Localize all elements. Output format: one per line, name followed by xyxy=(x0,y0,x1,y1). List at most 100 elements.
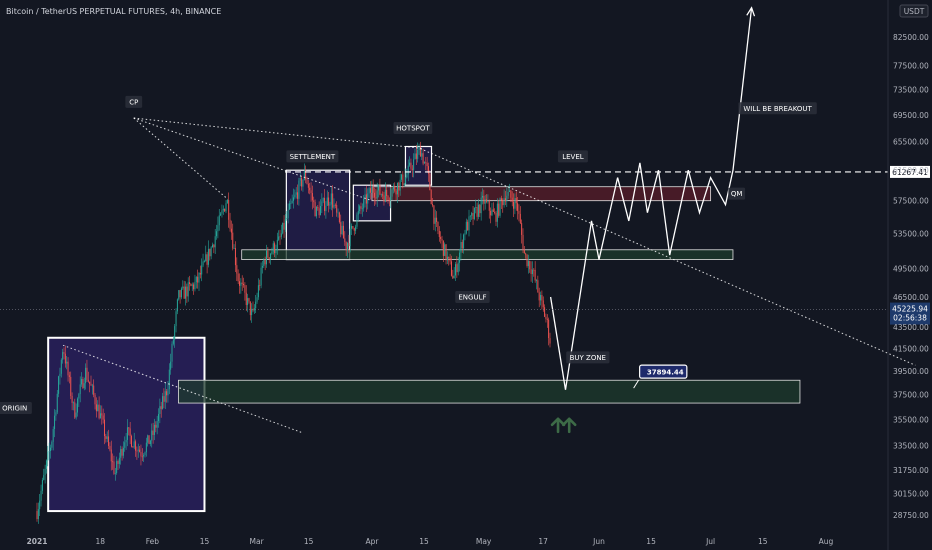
candle-body xyxy=(89,381,91,384)
candle-body xyxy=(441,238,443,241)
candle-body xyxy=(43,475,45,480)
candle-body xyxy=(179,290,181,298)
candle-body xyxy=(268,257,270,259)
currency-badge[interactable] xyxy=(899,4,929,18)
candle-body xyxy=(320,206,321,216)
candle-body xyxy=(228,199,230,220)
candle-body xyxy=(419,146,421,157)
candle-body xyxy=(140,451,142,457)
time-tick-label: 15 xyxy=(200,537,210,546)
candle-body xyxy=(155,424,157,428)
candle-body xyxy=(378,185,380,191)
candle-body xyxy=(401,174,402,180)
candle-body xyxy=(475,207,477,208)
candle-body xyxy=(77,398,78,413)
annotation-label-box[interactable] xyxy=(125,95,143,108)
candle-body xyxy=(82,378,84,389)
candle-body xyxy=(302,179,304,187)
price-tick-label: 35500.00 xyxy=(893,415,929,424)
candle-body xyxy=(365,194,367,204)
time-tick-label: Jul xyxy=(705,537,715,546)
candle-body xyxy=(116,461,118,474)
candle-body xyxy=(135,441,137,451)
annotation-label-box[interactable] xyxy=(557,150,588,163)
candle-body xyxy=(87,379,89,382)
candle-body xyxy=(529,261,531,270)
annotation-label-box[interactable] xyxy=(566,351,610,364)
candle-body xyxy=(317,206,319,209)
candle-body xyxy=(387,196,389,200)
candle-body xyxy=(342,225,344,239)
annotation-label-box[interactable] xyxy=(286,150,339,163)
candle-body xyxy=(66,361,68,364)
candle-body xyxy=(492,209,494,212)
annotation-label-box[interactable] xyxy=(393,121,433,134)
candle-body xyxy=(525,253,527,255)
candle-body xyxy=(170,361,172,370)
time-axis[interactable]: 2021 18 Feb 15 Mar 15 Apr 15 May 17 Jun 15 Jul 15 Aug xyxy=(27,537,834,546)
candle-body xyxy=(194,282,196,290)
candle-body xyxy=(213,244,215,248)
price-tag-current[interactable] xyxy=(890,302,930,325)
callout-box[interactable] xyxy=(639,364,688,379)
price-tick-label: 49500.00 xyxy=(893,265,929,274)
candle-body xyxy=(85,367,87,384)
candle-body xyxy=(517,203,519,211)
price-axis[interactable]: USDT 28750.00 30150.00 31750.00 33500.00 355… xyxy=(887,0,929,550)
price-tick-label: 30150.00 xyxy=(893,489,929,498)
candle-body xyxy=(542,300,544,308)
annotation-label: WILL BE BREAKOUT xyxy=(743,105,812,113)
candle-body xyxy=(55,412,57,416)
price-tag-level[interactable] xyxy=(890,165,930,178)
currency-label[interactable]: USDT xyxy=(904,7,925,16)
candle-body xyxy=(407,165,409,175)
candle-body xyxy=(434,217,436,224)
candle-body xyxy=(465,221,467,234)
annotation-label-box[interactable] xyxy=(455,290,490,303)
annotation-label-box[interactable] xyxy=(738,102,817,115)
candle-body xyxy=(70,376,72,396)
candle-body xyxy=(513,201,515,209)
candle-body xyxy=(237,273,239,282)
candle-body xyxy=(386,189,388,197)
candle-body xyxy=(364,194,366,199)
candle-body xyxy=(399,179,401,191)
candle-body xyxy=(473,207,475,220)
candle-body xyxy=(318,208,320,216)
candle-body xyxy=(450,261,452,276)
candle-body xyxy=(284,219,286,230)
candle-body xyxy=(224,208,226,212)
candle-body xyxy=(382,194,384,196)
candle-body xyxy=(426,162,428,167)
candle-body xyxy=(95,404,97,412)
candle-body xyxy=(334,204,336,206)
candle-body xyxy=(145,442,147,453)
candle-body xyxy=(438,230,440,238)
candle-body xyxy=(139,449,141,452)
candle-body xyxy=(534,269,536,281)
candle-body xyxy=(510,190,512,198)
candle-body xyxy=(81,378,83,385)
candle-body xyxy=(287,209,289,219)
candle-body xyxy=(62,352,64,360)
candle-body xyxy=(430,190,432,205)
annotation-label: SETTLEMENT xyxy=(290,153,336,161)
annotation-label-box[interactable] xyxy=(0,402,32,415)
candle-body xyxy=(129,428,131,436)
trendline-0 xyxy=(133,117,228,199)
candle-body xyxy=(201,265,203,275)
chart-title: Bitcoin / TetherUS PERPETUAL FUTURES, 4h… xyxy=(6,7,221,16)
candle-body xyxy=(428,166,429,174)
candle-body xyxy=(333,204,335,208)
price-tick-label: 43500.00 xyxy=(893,323,929,332)
candle-body xyxy=(527,261,529,267)
candle-body xyxy=(168,369,170,390)
candle-body xyxy=(464,233,466,235)
price-tag-level-text: 61267.41 xyxy=(892,168,928,177)
candle-body xyxy=(391,189,393,197)
annotation-label-box[interactable] xyxy=(728,187,746,200)
annotation-label: CP xyxy=(129,98,138,106)
candle-body xyxy=(384,189,386,202)
candle-body xyxy=(413,159,415,170)
